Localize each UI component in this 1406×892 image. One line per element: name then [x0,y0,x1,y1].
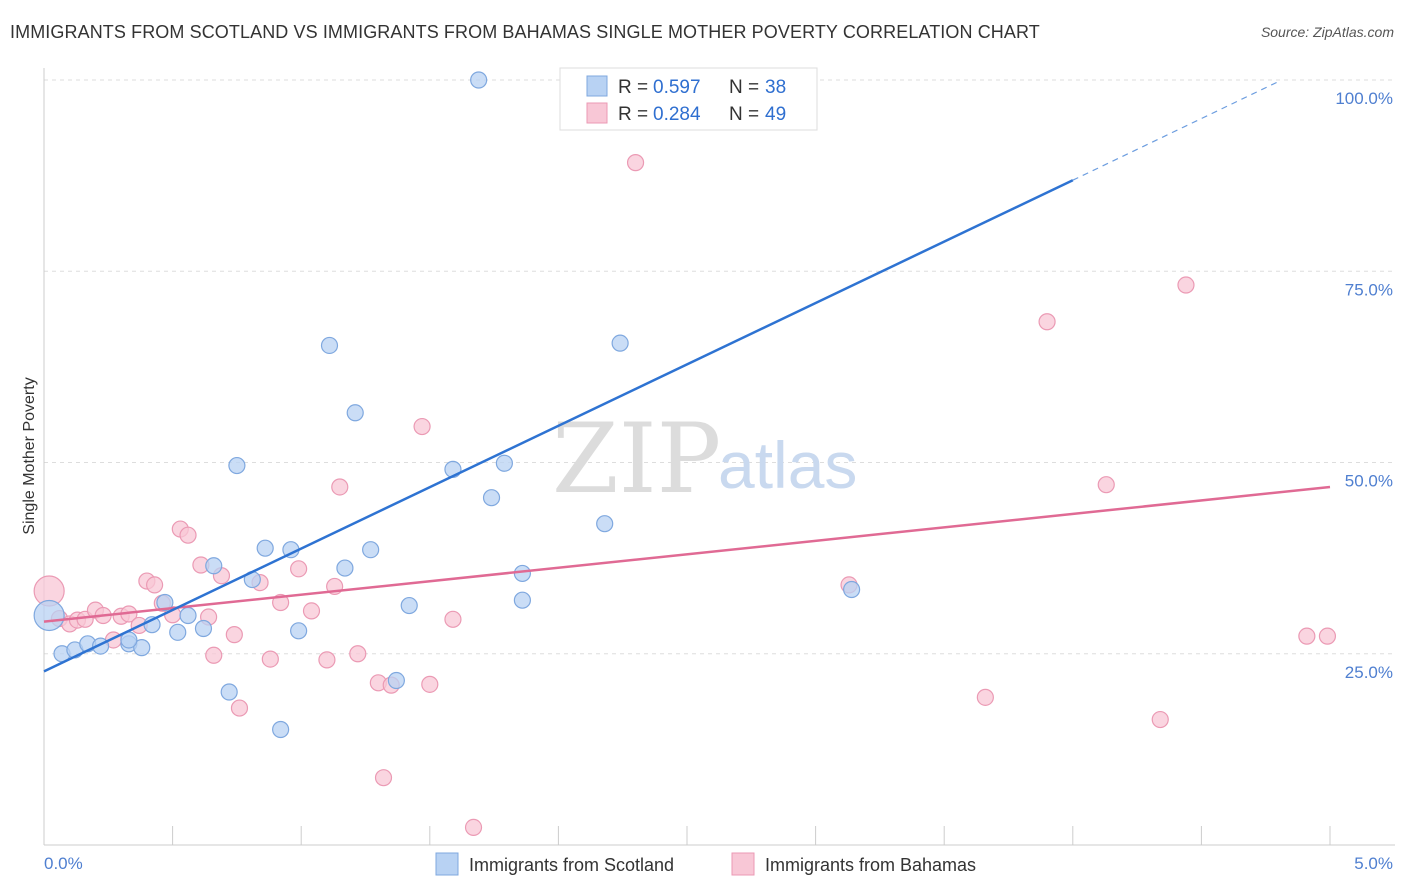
bahamas-point [1318,627,1337,645]
scotland-point [33,599,65,632]
scotland-point [228,456,246,475]
scotland-point [362,541,380,559]
bahamas-point [179,526,197,544]
scotland-point [220,683,238,701]
bahamas-point [1097,476,1115,494]
y-tick-label: 50.0% [1345,472,1393,491]
legend-swatch-bahamas [586,102,608,124]
scotland-points [33,71,861,739]
bahamas-point [205,646,223,664]
y-tick-label: 75.0% [1345,280,1393,299]
bahamas-point [225,626,243,644]
scotland-point [156,593,174,612]
scotland-point [843,580,861,599]
scotland-point [133,639,151,657]
legend-r-label-bahamas: R = [618,104,648,125]
watermark-zip: ZIP [552,403,721,515]
scotland-point [320,336,339,355]
legend-r-value-scotland: 0.597 [653,77,701,98]
x-tick-label-min: 0.0% [44,854,83,873]
bahamas-point [421,675,439,693]
gridlines [44,79,1395,655]
bottom-legend-label-scotland: Immigrants from Scotland [469,855,674,875]
scotland-point [596,515,614,533]
bahamas-point [318,651,336,669]
scotland-point [256,539,274,557]
y-tick-label: 25.0% [1345,663,1393,682]
top-legend: R = 0.597 N = 38 R = 0.284 N = 49 [559,67,818,131]
bahamas-point [626,154,645,172]
watermark-atlas: atlas [718,428,857,502]
bahamas-point [1038,313,1056,331]
legend-n-label-scotland: N = [729,77,759,98]
bottom-legend-swatch-bahamas [731,852,755,876]
bahamas-point [444,610,462,628]
legend-r-value-bahamas: 0.284 [653,104,701,125]
scotland-point [387,671,405,690]
bahamas-trend-line [43,485,1331,623]
bahamas-point [230,699,249,717]
scotland-point [611,334,629,352]
bahamas-point [290,560,308,578]
bahamas-point [1298,627,1316,645]
scotland-point [346,404,364,422]
scotland-point [336,559,354,577]
scotland-point [179,606,197,625]
y-tick-labels: 25.0% 50.0% 75.0% 100.0% [1335,89,1393,682]
bahamas-point [1151,710,1169,729]
bottom-legend-label-bahamas: Immigrants from Bahamas [765,855,976,875]
y-axis-label: Single Mother Poverty [21,377,38,534]
scotland-point [482,489,501,507]
bahamas-point [374,769,393,787]
bottom-legend-swatch-scotland [435,852,459,876]
bahamas-point [349,645,367,663]
chart-title: IMMIGRANTS FROM SCOTLAND VS IMMIGRANTS F… [10,22,1040,42]
bahamas-point [145,576,164,594]
legend-n-label-bahamas: N = [729,104,759,125]
scotland-point [400,596,418,615]
scotland-point [290,622,308,640]
legend-r-label-scotland: R = [618,77,648,98]
scotland-point [513,564,531,583]
y-tick-label: 100.0% [1335,89,1393,108]
bahamas-point [302,602,321,620]
x-tick-label-max: 5.0% [1354,854,1393,873]
bahamas-point [413,417,431,436]
scotland-point [205,557,223,575]
scotland-point [495,454,513,472]
bahamas-point [261,650,279,668]
scotland-point [470,71,488,89]
bahamas-point [331,478,349,496]
scotland-point [169,623,187,641]
bottom-legend: Immigrants from Scotland Immigrants from… [435,852,976,876]
x-axis-ticks [43,826,1331,845]
legend-n-value-scotland: 38 [765,77,786,98]
trend-lines [43,80,1331,673]
source-label: Source: ZipAtlas.com [1260,24,1394,40]
scotland-trend-line [43,179,1074,673]
scotland-point [194,619,213,638]
bahamas-point [1177,276,1195,294]
bahamas-point [976,688,994,706]
legend-swatch-scotland [586,75,608,97]
scotland-trend-extension [1072,80,1279,181]
scotland-point [513,591,531,609]
bahamas-point [464,818,483,837]
legend-n-value-bahamas: 49 [765,104,786,125]
scotland-point [272,720,290,739]
